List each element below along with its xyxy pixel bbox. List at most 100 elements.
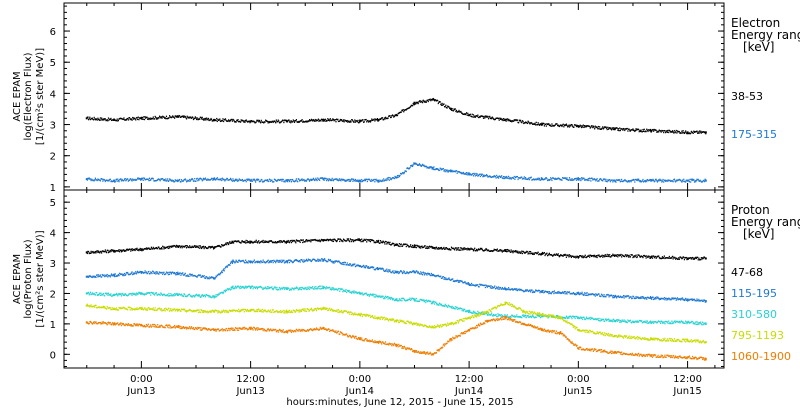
data-point: [318, 178, 320, 181]
data-point: [131, 180, 133, 182]
data-point: [264, 261, 266, 264]
data-point: [285, 260, 287, 262]
data-point: [545, 253, 547, 255]
data-point: [102, 274, 104, 277]
data-point: [540, 316, 542, 319]
data-point: [689, 178, 691, 181]
data-point: [490, 313, 492, 316]
data-point: [400, 270, 402, 272]
data-point: [628, 254, 630, 257]
data-point: [560, 291, 562, 294]
data-point: [185, 180, 188, 183]
data-point: [295, 119, 297, 122]
data-point: [691, 299, 694, 302]
data-point: [139, 247, 141, 250]
data-point: [424, 165, 426, 168]
data-point: [294, 240, 296, 243]
data-point: [416, 300, 418, 302]
data-point: [85, 251, 88, 254]
data-point: [415, 246, 417, 249]
data-point: [213, 246, 215, 249]
data-point: [257, 178, 259, 181]
data-point: [140, 270, 142, 273]
data-point: [403, 110, 405, 113]
data-point: [104, 292, 106, 295]
data-point: [203, 274, 205, 277]
data-point: [236, 285, 239, 288]
data-point: [122, 180, 124, 182]
data-point: [106, 119, 108, 121]
data-point: [405, 108, 407, 111]
data-point: [174, 115, 176, 117]
data-point: [278, 120, 280, 122]
data-point: [195, 117, 197, 119]
data-point: [504, 176, 506, 178]
data-point: [212, 120, 214, 122]
data-point: [646, 256, 648, 258]
data-point: [295, 239, 298, 241]
data-point: [209, 179, 212, 181]
data-point: [97, 274, 100, 276]
data-point: [546, 123, 548, 125]
data-point: [305, 287, 307, 290]
data-point: [462, 247, 465, 249]
data-point: [222, 245, 224, 247]
data-point: [328, 286, 330, 289]
data-point: [211, 276, 213, 278]
data-point: [622, 129, 624, 131]
data-point: [233, 242, 235, 244]
data-point: [143, 248, 146, 250]
data-point: [120, 249, 122, 251]
data-point: [103, 118, 105, 121]
data-point: [489, 250, 492, 252]
data-point: [100, 178, 102, 180]
data-point: [193, 245, 195, 248]
data-point: [457, 247, 460, 249]
data-point: [300, 259, 302, 261]
data-point: [344, 240, 346, 242]
data-point: [173, 116, 175, 119]
data-point: [311, 259, 313, 262]
data-point: [268, 287, 271, 289]
data-point: [448, 277, 450, 279]
data-point: [276, 120, 279, 123]
data-point: [505, 120, 507, 122]
data-point: [271, 241, 274, 244]
data-point: [406, 108, 408, 110]
data-point: [198, 274, 200, 276]
data-point: [326, 178, 328, 180]
data-point: [175, 116, 178, 118]
data-point: [663, 298, 665, 300]
data-point: [211, 296, 213, 298]
data-point: [179, 116, 181, 118]
data-point: [410, 165, 412, 167]
data-point: [282, 178, 284, 181]
data-point: [314, 179, 316, 181]
data-point: [661, 129, 663, 132]
data-point: [607, 179, 610, 182]
data-point: [220, 246, 222, 248]
data-point: [605, 255, 607, 257]
data-point: [399, 245, 401, 248]
data-point: [110, 180, 113, 182]
data-point: [480, 173, 482, 175]
data-point: [371, 266, 373, 268]
data-point: [390, 271, 392, 274]
data-point: [573, 124, 576, 126]
data-point: [175, 180, 178, 182]
data-point: [249, 240, 251, 242]
data-point: [300, 120, 303, 122]
data-point: [502, 119, 504, 122]
data-point: [275, 180, 277, 182]
data-point: [520, 288, 522, 291]
data-point: [266, 286, 269, 288]
data-point: [560, 254, 562, 256]
data-point: [174, 293, 176, 295]
data-point: [681, 257, 683, 260]
data-point: [339, 290, 341, 292]
data-point: [594, 254, 596, 257]
data-point: [400, 243, 402, 246]
data-point: [159, 179, 161, 182]
data-point: [386, 117, 388, 119]
data-point: [602, 255, 605, 257]
